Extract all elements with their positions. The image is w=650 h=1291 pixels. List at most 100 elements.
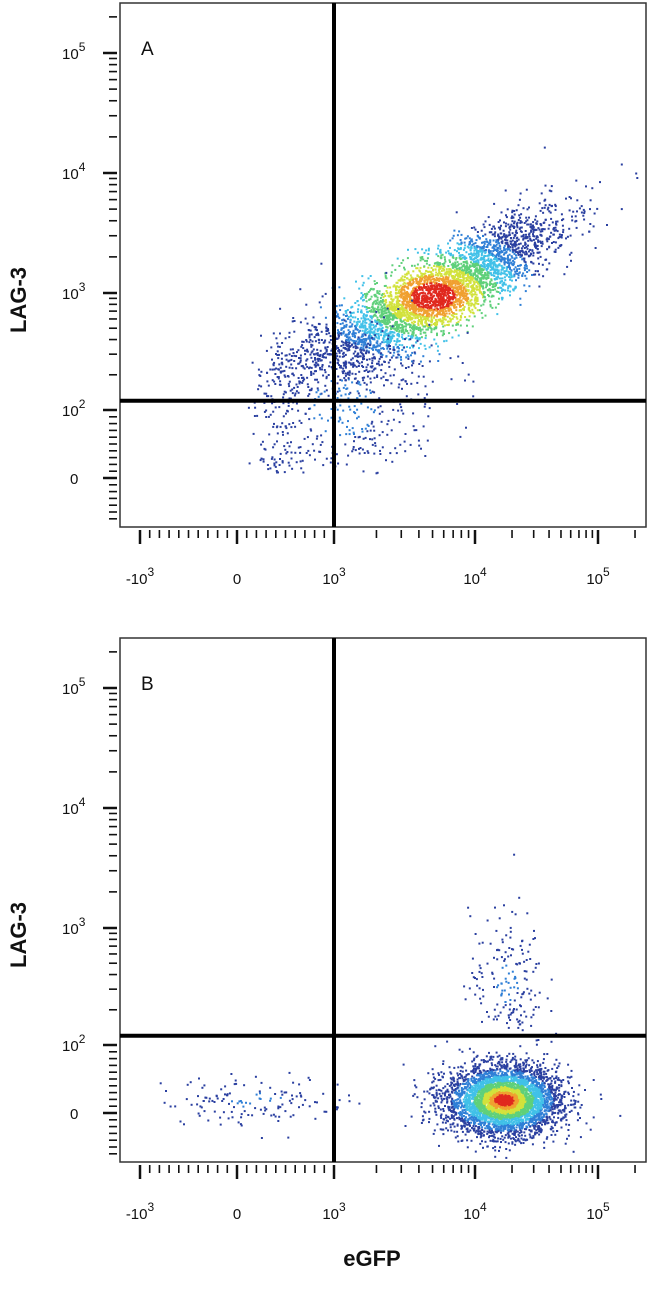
event-point [421, 272, 424, 275]
event-point [293, 386, 296, 389]
event-point [308, 454, 311, 457]
event-point [341, 322, 344, 325]
event-point [468, 292, 471, 295]
event-point [380, 324, 383, 326]
event-point [575, 219, 578, 222]
event-point [480, 254, 483, 257]
event-point [454, 296, 457, 299]
event-point [419, 332, 422, 335]
event-point [374, 325, 377, 328]
event-point [467, 319, 470, 322]
event-point [529, 223, 532, 226]
event-point [515, 243, 518, 246]
event-point [391, 337, 394, 340]
event-point [428, 346, 431, 349]
event-point [507, 223, 510, 226]
event-point [490, 274, 493, 277]
event-point [542, 222, 545, 224]
event-point [287, 404, 290, 407]
event-point [389, 359, 392, 362]
event-point [357, 308, 360, 311]
event-point [400, 313, 403, 316]
event-point [376, 374, 379, 377]
event-point [351, 372, 354, 375]
event-point [419, 360, 422, 363]
event-point [366, 375, 369, 378]
event-point [362, 341, 365, 344]
event-point [395, 292, 398, 295]
event-point [512, 249, 515, 252]
event-point [308, 336, 311, 339]
event-point [477, 261, 480, 264]
event-point [309, 353, 312, 356]
y-tick-label: 0 [70, 471, 78, 488]
event-point [339, 309, 342, 311]
event-point [342, 386, 345, 389]
event-point [427, 325, 429, 328]
event-point [471, 262, 474, 265]
event-point [360, 292, 363, 295]
event-point [347, 454, 350, 457]
event-point [437, 262, 440, 264]
event-point [386, 322, 389, 325]
event-point [297, 377, 300, 379]
event-point [539, 240, 542, 243]
event-point [529, 237, 532, 240]
event-point [436, 278, 439, 281]
event-point [501, 242, 504, 245]
event-point [558, 244, 561, 247]
event-point [380, 377, 383, 380]
event-point [510, 273, 513, 276]
event-point [403, 332, 406, 335]
event-point [503, 246, 505, 249]
event-point [524, 237, 527, 240]
event-point [426, 296, 429, 299]
event-point [361, 329, 364, 332]
event-point [484, 251, 487, 254]
event-point [516, 239, 519, 242]
event-point [373, 452, 376, 455]
event-point [464, 267, 467, 270]
event-point [351, 357, 354, 360]
event-point [288, 385, 291, 388]
event-point [407, 248, 409, 251]
event-point [513, 287, 516, 290]
event-point [470, 261, 472, 264]
event-point [405, 309, 408, 312]
event-point [519, 221, 522, 224]
event-point [517, 253, 520, 256]
event-point [407, 355, 410, 358]
event-point [377, 362, 380, 365]
event-point [459, 254, 462, 257]
event-point [461, 284, 464, 287]
event-point [400, 311, 403, 314]
event-point [415, 291, 418, 294]
event-point [455, 270, 458, 273]
event-point [367, 451, 370, 454]
event-point [473, 282, 476, 285]
event-point [376, 342, 379, 345]
event-point [422, 297, 425, 300]
event-point [353, 440, 355, 443]
event-point [422, 304, 425, 307]
event-point [378, 311, 381, 314]
event-point [339, 418, 342, 421]
event-point [426, 276, 429, 279]
event-point [347, 397, 350, 400]
event-point [328, 341, 331, 344]
event-point [400, 406, 403, 409]
event-point [491, 266, 493, 269]
event-point [357, 415, 360, 418]
event-point [483, 249, 486, 252]
event-point [504, 261, 507, 264]
event-point [499, 236, 502, 239]
event-point [383, 322, 386, 325]
event-point [313, 404, 316, 407]
event-point [358, 320, 361, 323]
event-point [497, 264, 500, 267]
event-point [379, 314, 382, 317]
event-point [406, 291, 409, 293]
event-point [453, 277, 456, 280]
event-point [351, 427, 354, 430]
event-point [247, 406, 250, 409]
